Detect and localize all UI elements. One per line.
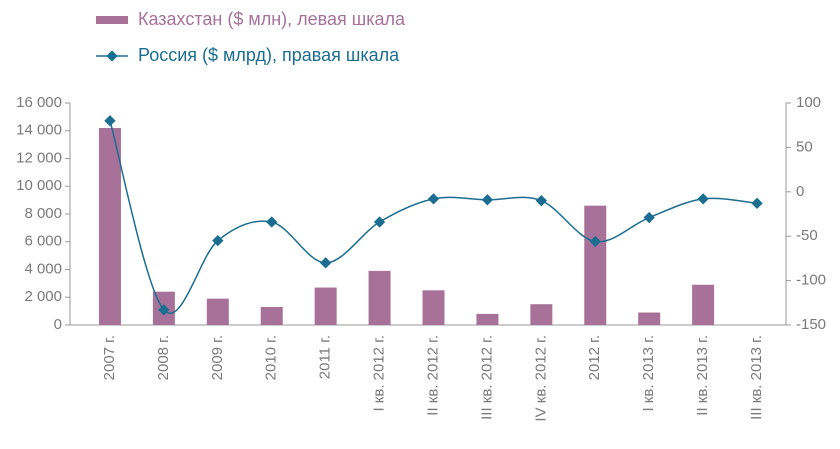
bar	[260, 306, 283, 325]
x-tick-label: 2012 г.	[586, 335, 603, 380]
y-tick-label: 14 000	[16, 122, 62, 139]
marker	[481, 194, 494, 206]
bar	[692, 284, 715, 325]
x-tick-label: III кв. 2012 г.	[478, 335, 495, 420]
y2-tick-label: -150	[796, 316, 826, 333]
x-tick-label: II кв. 2012 г.	[424, 335, 441, 416]
legend-swatch	[96, 16, 128, 24]
legend-label: Казахстан ($ млн), левая шкала	[138, 9, 406, 29]
bar	[530, 304, 553, 325]
x-tick-label: 2008 г.	[155, 335, 172, 380]
bar	[422, 290, 445, 325]
marker	[427, 193, 440, 205]
x-tick-label: II кв. 2013 г.	[694, 335, 711, 416]
bar	[314, 287, 337, 325]
marker	[589, 235, 601, 248]
marker	[535, 195, 548, 207]
marker	[266, 216, 278, 228]
marker	[104, 115, 116, 127]
y2-tick-label: -100	[796, 272, 826, 289]
y2-tick-label: -50	[796, 227, 818, 244]
x-tick-label: 2011 г.	[317, 335, 334, 379]
bar	[584, 205, 607, 325]
x-tick-label: 2007 г.	[101, 335, 118, 380]
marker	[158, 304, 170, 316]
marker	[319, 257, 332, 269]
legend-marker	[106, 50, 118, 62]
y-tick-label: 0	[54, 316, 62, 333]
legend-label: Россия ($ млрд), правая шкала	[138, 45, 400, 65]
x-tick-label: III кв. 2013 г.	[748, 335, 765, 420]
bar	[638, 312, 661, 325]
marker	[373, 216, 386, 228]
marker	[643, 211, 655, 224]
y-tick-label: 10 000	[16, 177, 62, 194]
bar	[476, 313, 499, 325]
y-tick-label: 4 000	[24, 260, 62, 277]
x-tick-label: I кв. 2013 г.	[640, 335, 657, 412]
y-tick-label: 6 000	[24, 233, 62, 250]
y-tick-label: 16 000	[16, 94, 62, 111]
y2-tick-label: 50	[796, 138, 813, 155]
y-tick-label: 12 000	[16, 149, 62, 166]
y2-tick-label: 0	[796, 183, 804, 200]
y-tick-label: 8 000	[24, 205, 62, 222]
x-tick-label: 2010 г.	[263, 335, 280, 380]
y-tick-label: 2 000	[24, 288, 62, 305]
marker	[697, 193, 709, 205]
x-tick-label: IV кв. 2012 г.	[532, 335, 549, 422]
marker	[212, 234, 224, 247]
bar	[368, 270, 391, 325]
bar	[98, 127, 121, 325]
x-tick-label: 2009 г.	[209, 335, 226, 380]
bar	[206, 298, 229, 325]
x-tick-label: I кв. 2012 г.	[371, 335, 388, 412]
y2-tick-label: 100	[796, 94, 821, 111]
marker	[751, 197, 763, 210]
line	[109, 120, 758, 314]
